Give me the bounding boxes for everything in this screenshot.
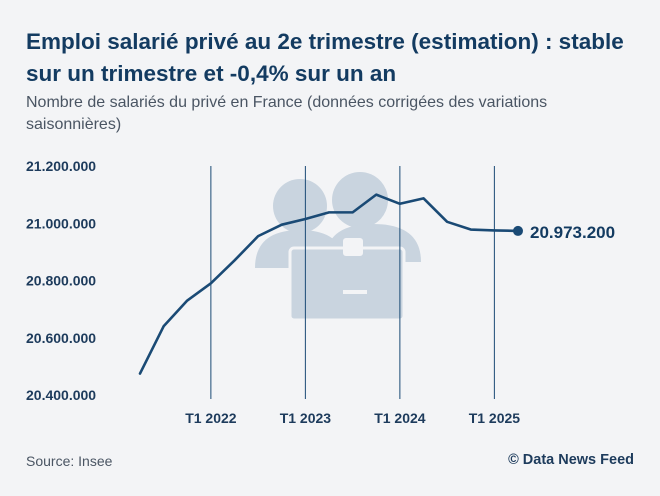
end-value-label: 20.973.200 (530, 223, 615, 242)
people-badge-watermark-icon (255, 172, 421, 322)
y-tick-label: 21.200.000 (26, 158, 96, 174)
end-value-marker: 20.973.200 (513, 223, 615, 242)
watermark-badge-clip (343, 238, 363, 256)
watermark-head-left (273, 179, 327, 233)
credit-link[interactable]: © Data News Feed (508, 452, 634, 468)
watermark-badge-line (343, 290, 367, 294)
y-tick-label: 20.400.000 (26, 387, 96, 403)
x-tick-label: T1 2023 (280, 410, 332, 426)
watermark-badge (288, 246, 406, 322)
x-tick-label: T1 2025 (469, 410, 521, 426)
y-axis: 20.400.000 20.600.000 20.800.000 21.000.000… (26, 158, 96, 403)
y-tick-label: 20.600.000 (26, 330, 96, 346)
x-tick-label: T1 2024 (374, 410, 426, 426)
x-tick-label: T1 2022 (185, 410, 237, 426)
chart-subtitle: Nombre de salariés du privé en France (d… (26, 94, 548, 133)
y-tick-label: 21.000.000 (26, 215, 96, 231)
chart-title: Emploi salarié privé au 2e trimestre (es… (26, 29, 624, 86)
watermark-head-right (332, 172, 388, 228)
y-tick-label: 20.800.000 (26, 273, 96, 289)
end-point-dot (513, 225, 523, 236)
x-axis: T1 2022 T1 2023 T1 2024 T1 2025 (185, 410, 520, 426)
source-note: Source: Insee (26, 453, 113, 469)
